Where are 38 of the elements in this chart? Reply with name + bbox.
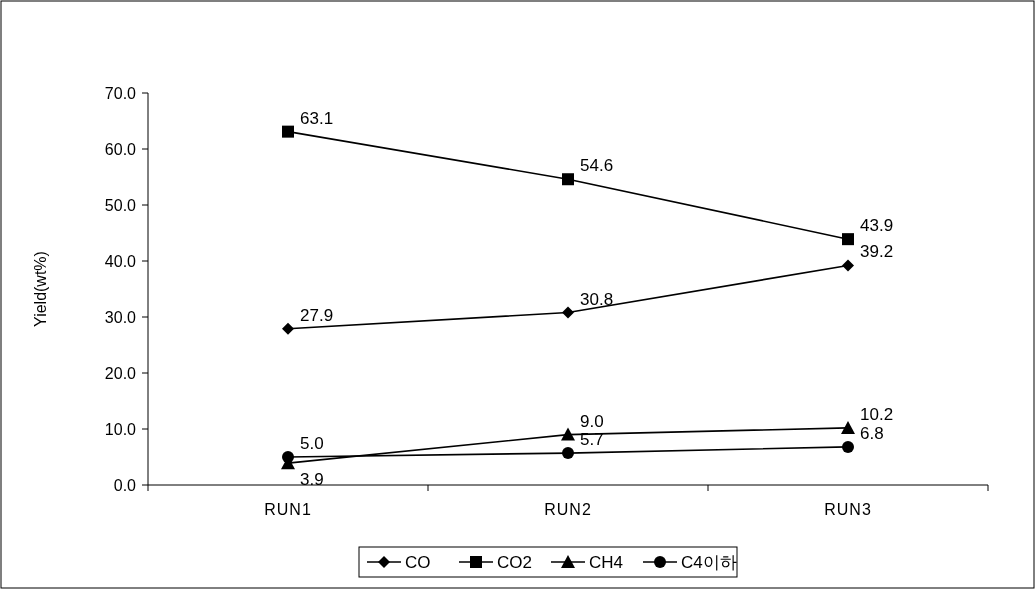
y-axis-title: Yield(wt%) <box>32 251 49 327</box>
point <box>842 259 854 272</box>
data-label: 30.8 <box>580 289 614 309</box>
point <box>561 427 575 441</box>
y-tick-label: 50.0 <box>104 197 137 214</box>
y-tick-label: 30.0 <box>104 309 137 326</box>
y-tick-label: 70.0 <box>104 85 137 102</box>
point <box>282 125 294 138</box>
point <box>562 447 574 460</box>
data-label: 54.6 <box>580 156 614 176</box>
x-tick-label: RUN1 <box>264 501 312 518</box>
point <box>842 440 854 453</box>
data-label: 9.0 <box>580 411 604 431</box>
data-label: 3.9 <box>300 470 324 490</box>
data-label: 27.9 <box>300 305 334 325</box>
legend-label: CH4 <box>589 553 624 572</box>
data-label: 5.0 <box>300 434 324 453</box>
y-tick-label: 40.0 <box>104 253 137 270</box>
data-label: 39.2 <box>860 242 894 262</box>
x-tick-label: RUN3 <box>824 501 872 518</box>
data-label: 6.8 <box>860 423 884 443</box>
legend-label: C4이하 <box>681 553 737 572</box>
data-label: 63.1 <box>300 108 334 128</box>
y-tick-label: 20.0 <box>104 365 137 382</box>
point <box>841 420 855 434</box>
x-tick-label: RUN2 <box>544 501 592 518</box>
point <box>842 233 854 246</box>
data-label: 43.9 <box>860 216 894 236</box>
data-label: 10.2 <box>860 404 894 424</box>
point <box>562 306 574 319</box>
legend-label: CO2 <box>497 553 532 572</box>
point <box>282 322 294 335</box>
y-tick-label: 10.0 <box>104 421 137 438</box>
legend-label: CO <box>405 553 431 572</box>
y-tick-label: 60.0 <box>104 141 137 158</box>
y-tick-label: 0.0 <box>113 477 137 494</box>
point <box>562 173 574 186</box>
point <box>282 451 294 463</box>
